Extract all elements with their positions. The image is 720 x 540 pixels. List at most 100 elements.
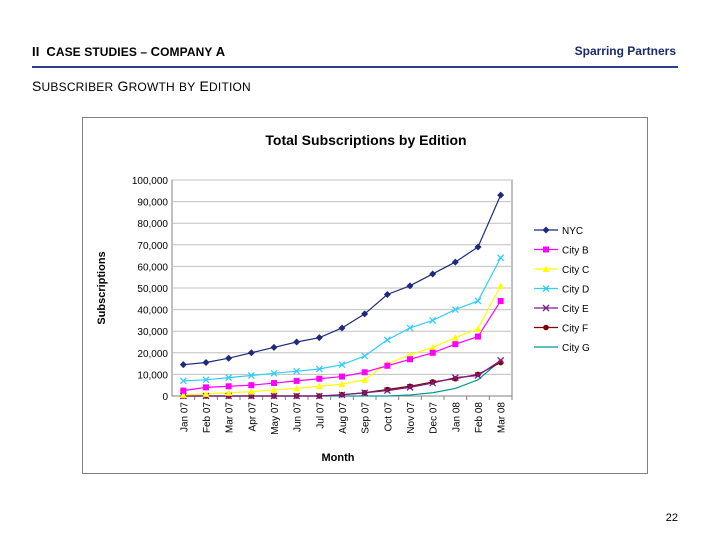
x-tick-label: Aug 07 — [338, 402, 349, 434]
legend-label: NYC — [562, 226, 583, 237]
title-w2-initial: G — [117, 78, 129, 94]
data-point — [497, 254, 505, 262]
data-point — [270, 369, 278, 377]
data-point — [497, 282, 505, 289]
y-tick-label: 10,000 — [137, 370, 168, 381]
y-tick-label: 70,000 — [137, 241, 168, 252]
data-point — [406, 383, 414, 391]
data-point — [225, 354, 233, 362]
y-tick-label: 40,000 — [137, 306, 168, 317]
data-point — [316, 375, 323, 382]
legend-label: City C — [562, 265, 589, 276]
header-company-rest: OMPANY — [160, 45, 213, 59]
data-point — [474, 372, 482, 379]
data-point — [361, 310, 369, 318]
data-point — [338, 380, 346, 388]
data-point — [202, 376, 210, 384]
y-axis-ticks: 0 10,000 20,000 30,000 40,000 50,000 60,000 70,… — [132, 176, 169, 403]
legend-label: City D — [562, 285, 589, 296]
data-point — [247, 349, 255, 357]
data-point — [407, 383, 413, 390]
data-point — [497, 297, 504, 304]
title-w1-rest: UBSCRIBER — [41, 80, 114, 94]
legend-marker — [542, 285, 550, 292]
data-point — [293, 377, 300, 384]
x-tick-label: Nov 07 — [406, 402, 417, 434]
y-tick-label: 100,000 — [132, 176, 169, 187]
data-point — [383, 387, 391, 395]
data-point — [293, 384, 301, 392]
data-point — [361, 389, 369, 397]
header-case-initial: C — [46, 44, 56, 59]
data-point — [451, 374, 459, 382]
data-point — [497, 356, 505, 364]
x-tick-label: Mar 07 — [225, 402, 236, 434]
data-point — [203, 384, 209, 391]
data-point — [338, 361, 346, 369]
legend-item: City E — [534, 304, 589, 315]
legend-item: City B — [534, 246, 589, 257]
y-tick-label: 50,000 — [137, 284, 168, 295]
data-point — [383, 290, 391, 298]
x-tick-label: Apr 07 — [247, 402, 258, 432]
legend-marker — [542, 226, 550, 234]
x-tick-label: Feb 07 — [202, 402, 213, 434]
brand-name: Sparring Partners — [574, 44, 676, 58]
header-dash: – — [140, 45, 148, 59]
data-point — [361, 352, 369, 360]
data-point — [475, 371, 481, 378]
x-tick-label: Mar 08 — [497, 402, 508, 434]
chart-frame: Total Subscriptions by Edition 0 10,000 20… — [82, 117, 648, 474]
data-point — [315, 365, 323, 373]
data-point — [497, 191, 505, 199]
x-axis-ticks: Jan 07 Feb 07 Mar 07 Apr 07 May 07 Jun 07 Jul … — [179, 396, 513, 435]
data-point — [339, 373, 345, 380]
y-axis-title: Subscriptions — [96, 251, 108, 324]
header-case-rest: ASE STUDIES — [55, 45, 137, 59]
y-tick-label: 20,000 — [137, 349, 168, 360]
page-title: SUBSCRIBER GROWTH BY EDITION — [32, 78, 251, 94]
legend-marker — [542, 265, 550, 272]
chart-title: Total Subscriptions by Edition — [265, 132, 466, 148]
data-point — [451, 258, 459, 266]
data-point — [202, 390, 210, 397]
gridlines — [172, 179, 512, 375]
slide-number: 22 — [665, 512, 678, 524]
legend-item: City C — [534, 265, 589, 276]
header-divider — [32, 66, 678, 68]
data-point — [475, 333, 481, 340]
data-point — [407, 356, 413, 363]
y-tick-label: 80,000 — [137, 219, 168, 230]
data-point — [247, 388, 255, 395]
y-tick-label: 90,000 — [137, 198, 168, 209]
data-point — [270, 386, 278, 393]
data-point — [474, 325, 482, 333]
data-point — [452, 341, 459, 348]
data-point — [179, 377, 187, 385]
title-w1-initial: S — [32, 78, 42, 94]
data-point — [451, 306, 459, 314]
data-point — [248, 382, 255, 389]
x-tick-label: Jan 07 — [179, 402, 190, 432]
legend-label: City E — [562, 304, 589, 315]
y-tick-label: 60,000 — [137, 262, 168, 273]
legend-item: City D — [534, 285, 589, 296]
data-point — [429, 343, 437, 351]
header-company-letter: A — [215, 44, 226, 59]
data-point — [315, 382, 323, 390]
data-point — [293, 338, 301, 346]
x-tick-label: Jan 08 — [451, 402, 462, 432]
legend-item: NYC — [534, 226, 583, 237]
x-tick-label: Feb 08 — [474, 402, 485, 434]
data-point — [384, 386, 391, 393]
subscriptions-chart: Total Subscriptions by Edition 0 10,000 20… — [96, 132, 590, 464]
legend-item: City G — [534, 343, 590, 354]
x-tick-label: May 07 — [270, 402, 281, 435]
data-point — [225, 383, 232, 390]
y-tick-label: 30,000 — [137, 327, 168, 338]
data-point — [338, 324, 346, 332]
data-point — [429, 349, 436, 356]
title-w3: BY — [178, 80, 196, 94]
data-point — [180, 387, 187, 394]
data-point — [361, 369, 368, 376]
